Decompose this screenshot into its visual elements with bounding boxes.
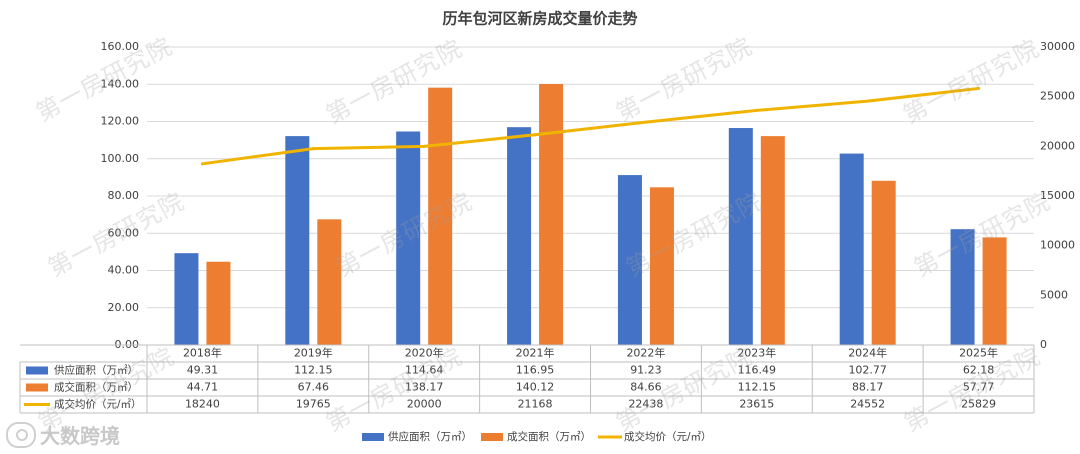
y-left-tick-label: 160.00 — [101, 40, 140, 53]
table-legend-key — [26, 383, 48, 392]
data-label: 138.17 — [405, 381, 444, 394]
data-label: 23615 — [739, 398, 774, 411]
y-left-tick-label: 140.00 — [101, 77, 140, 90]
deal-bar — [760, 136, 785, 345]
data-label: 114.64 — [405, 364, 444, 377]
deal-bar — [649, 187, 674, 345]
y-left-tick-label: 100.00 — [101, 152, 140, 165]
y-left-tick-label: 120.00 — [101, 115, 140, 128]
chart-title: 历年包河区新房成交量价走势 — [442, 10, 637, 28]
data-label: 21168 — [518, 398, 553, 411]
data-label: 112.15 — [294, 364, 333, 377]
brand-name: 大数跨境 — [40, 424, 120, 448]
price-point — [644, 120, 648, 124]
x-tick-label: 2018年 — [183, 346, 222, 360]
supply-bar — [950, 229, 975, 345]
y-left-tick-label: 80.00 — [108, 189, 140, 202]
x-tick-label: 2024年 — [848, 346, 887, 360]
legend-label: 供应面积（万㎡） — [388, 430, 472, 443]
deal-bar — [428, 87, 453, 345]
brand-mark: 大数跨境 — [6, 420, 120, 449]
data-label: 19765 — [296, 398, 331, 411]
y-right-tick-label: 30000 — [1040, 40, 1075, 53]
price-point — [422, 144, 426, 148]
data-label: 20000 — [407, 398, 442, 411]
deal-bar — [871, 180, 896, 345]
legend-label: 成交均价（元/㎡） — [624, 430, 712, 443]
table-series-name: 成交均价（元/㎡） — [54, 398, 142, 411]
legend-label: 成交面积（万㎡） — [507, 430, 591, 443]
deal-bar — [982, 237, 1007, 345]
data-label: 84.66 — [630, 381, 662, 394]
x-tick-label: 2020年 — [405, 346, 444, 360]
data-label: 102.77 — [848, 364, 887, 377]
data-label: 116.95 — [516, 364, 555, 377]
data-label: 49.31 — [187, 364, 219, 377]
data-label: 116.49 — [738, 364, 777, 377]
supply-bar — [285, 136, 310, 345]
y-left-tick-label: 60.00 — [108, 226, 140, 239]
price-line — [202, 86, 979, 166]
supply-bar — [617, 175, 642, 345]
data-label: 24552 — [850, 398, 885, 411]
supply-bar — [174, 253, 199, 345]
x-tick-label: 2019年 — [294, 346, 333, 360]
legend-key — [362, 433, 384, 441]
deal-bar — [539, 84, 564, 346]
table-series-name: 成交面积（万㎡） — [54, 381, 138, 394]
x-tick-label: 2025年 — [959, 346, 998, 360]
price-point — [311, 147, 315, 151]
y-right-tick-label: 10000 — [1040, 239, 1075, 252]
supply-bar — [507, 127, 532, 345]
data-label: 22438 — [628, 398, 663, 411]
y-right-tick-label: 5000 — [1040, 288, 1068, 301]
table-series-name: 供应面积（万㎡） — [54, 364, 138, 377]
data-label: 44.71 — [187, 381, 219, 394]
data-label: 67.46 — [298, 381, 330, 394]
supply-bar — [839, 153, 864, 345]
y-left-tick-label: 20.00 — [108, 301, 140, 314]
price-point — [977, 86, 981, 90]
legend-key — [481, 433, 503, 441]
data-label: 62.18 — [963, 364, 995, 377]
price-point — [866, 99, 870, 103]
y-left-tick-label: 40.00 — [108, 264, 140, 277]
deal-bar — [206, 261, 231, 345]
data-label: 140.12 — [516, 381, 555, 394]
y-right-tick-label: 25000 — [1040, 90, 1075, 103]
data-label: 91.23 — [630, 364, 662, 377]
deal-bar — [317, 219, 342, 345]
price-point — [755, 108, 759, 112]
x-tick-label: 2021年 — [516, 346, 555, 360]
data-label: 57.77 — [963, 381, 995, 394]
supply-bar — [728, 128, 753, 345]
data-label: 112.15 — [738, 381, 777, 394]
brand-logo-icon — [6, 421, 36, 448]
supply-bar — [396, 131, 421, 345]
table-legend-key — [26, 366, 48, 375]
y-right-tick-label: 0 — [1040, 338, 1047, 351]
y-right-tick-label: 20000 — [1040, 139, 1075, 152]
x-tick-label: 2022年 — [626, 346, 665, 360]
data-label: 18240 — [185, 398, 220, 411]
x-tick-label: 2023年 — [737, 346, 776, 360]
data-label: 88.17 — [852, 381, 884, 394]
y-right-tick-label: 15000 — [1040, 189, 1075, 202]
data-label: 25829 — [961, 398, 996, 411]
price-point — [200, 162, 204, 166]
price-point — [533, 133, 537, 137]
